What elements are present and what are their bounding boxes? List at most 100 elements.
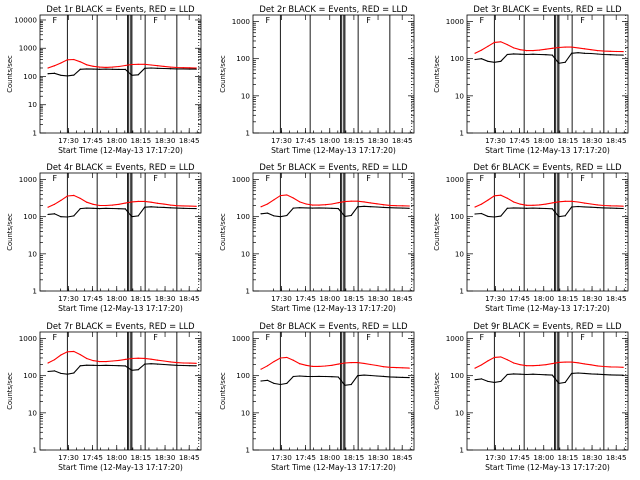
- chart-8-point-events: [292, 375, 294, 378]
- chart-7-point-events: [98, 364, 101, 367]
- chart-6-point-lld: [609, 205, 611, 207]
- chart-6-point-events: [609, 207, 611, 209]
- chart-8-point-events: [273, 382, 275, 385]
- chart-3-ylabel: Counts/sec: [433, 55, 441, 93]
- chart-4-point-events: [47, 213, 49, 216]
- chart-9-point-lld: [474, 367, 476, 369]
- chart-3-point-events: [558, 62, 560, 64]
- chart-8-point-events: [324, 375, 327, 378]
- chart-8-point-events: [357, 375, 359, 377]
- chart-8-point-events: [382, 375, 385, 377]
- chart-4-point-lld: [137, 200, 139, 203]
- chart-6-flag-label: F: [580, 174, 585, 183]
- chart-8-point-lld: [318, 365, 320, 367]
- chart-9-ytick-label: 10: [455, 408, 465, 417]
- chart-8: Det 8r BLACK = Events, RED = LLD Counts/s…: [219, 321, 415, 472]
- chart-4-point-events: [150, 206, 152, 208]
- chart-9-ytick-label: 100: [450, 371, 464, 380]
- chart-4-ytick-label: 10: [28, 249, 38, 258]
- chart-7-point-lld: [176, 362, 178, 364]
- chart-3-point-lld: [500, 41, 502, 43]
- chart-7-ytick-label: 100: [23, 371, 37, 380]
- chart-1-point-lld: [66, 59, 68, 61]
- chart-1-point-events: [53, 72, 56, 74]
- chart-8-title: Det 8r BLACK = Events, RED = LLD: [259, 321, 407, 331]
- chart-7-point-lld: [111, 360, 114, 362]
- chart-9-point-lld: [596, 365, 599, 367]
- chart-3-point-events: [513, 53, 515, 55]
- chart-7-point-events: [105, 364, 107, 366]
- chart-9-point-lld: [577, 362, 579, 364]
- chart-5-point-lld: [376, 203, 378, 205]
- chart-2-xtick-label: 18:15: [344, 136, 365, 145]
- chart-5-point-events: [318, 207, 320, 209]
- chart-8-plot-frame: [252, 331, 415, 451]
- chart-1-point-events: [105, 68, 107, 70]
- chart-9-point-lld: [519, 364, 521, 366]
- chart-4-plot-frame: [39, 172, 202, 292]
- chart-1-point-lld: [92, 65, 94, 67]
- chart-6-point-lld: [519, 203, 521, 205]
- chart-2-ytick-label: 1: [245, 129, 250, 138]
- chart-9-xtick-label: 18:15: [558, 453, 579, 462]
- chart-3-point-events: [571, 52, 573, 54]
- chart-6-point-lld: [571, 200, 573, 202]
- chart-4-point-events: [195, 208, 197, 210]
- chart-9-flag-label: F: [580, 333, 585, 342]
- chart-4-xtick-label: 17:45: [82, 294, 103, 303]
- chart-1-point-lld: [144, 63, 146, 65]
- chart-5-point-lld: [363, 201, 365, 203]
- chart-4-point-events: [111, 207, 114, 210]
- chart-9-point-events: [525, 373, 528, 376]
- chart-4-point-lld: [66, 195, 68, 197]
- chart-1-ytick-label: 100: [23, 72, 37, 81]
- chart-9-point-events: [545, 374, 547, 376]
- chart-8-point-lld: [292, 359, 294, 361]
- chart-5-point-events: [305, 207, 307, 209]
- chart-4-point-lld: [156, 202, 159, 204]
- chart-9-point-events: [500, 380, 502, 383]
- chart-6-point-lld: [538, 204, 541, 206]
- chart-7-xtick-label: 17:30: [58, 453, 79, 462]
- chart-2-ylabel: Counts/sec: [219, 55, 227, 93]
- chart-3-point-events: [487, 60, 489, 62]
- chart-7-point-events: [169, 364, 172, 366]
- chart-9-point-lld: [616, 366, 618, 368]
- chart-3-point-lld: [551, 47, 553, 49]
- chart-7-point-lld: [131, 357, 133, 360]
- chart-3-point-lld: [480, 49, 483, 51]
- chart-9-point-events: [622, 374, 624, 376]
- chart-2-ytick-label: 1000: [232, 17, 251, 26]
- chart-3-flag-label: F: [580, 16, 585, 25]
- chart-4-point-events: [98, 208, 101, 210]
- chart-1-point-events: [73, 74, 75, 76]
- chart-1-point-lld: [111, 66, 114, 68]
- chart-4-xtick-label: 18:45: [179, 294, 200, 303]
- chart-4-series-events: [47, 206, 197, 218]
- chart-1-point-lld: [176, 66, 178, 69]
- chart-4-point-lld: [105, 204, 107, 207]
- chart-8-point-lld: [369, 363, 372, 366]
- chart-9-xtick-label: 18:30: [582, 453, 603, 462]
- chart-3-point-events: [519, 53, 521, 55]
- chart-1-point-lld: [118, 65, 120, 68]
- chart-4-ytick-label: 1: [32, 287, 37, 296]
- chart-6-point-lld: [480, 203, 483, 205]
- chart-5-point-lld: [344, 200, 346, 203]
- chart-7-point-lld: [144, 357, 146, 360]
- chart-1-plot-frame: [39, 14, 202, 134]
- chart-5-point-lld: [389, 204, 391, 206]
- chart-2-xtick-label: 18:45: [392, 136, 413, 145]
- chart-3-point-events: [609, 54, 611, 56]
- chart-8-point-lld: [408, 367, 410, 369]
- chart-6-point-lld: [500, 194, 502, 196]
- chart-4-series-lld: [47, 194, 197, 208]
- chart-8-ytick-label: 100: [236, 371, 250, 380]
- chart-6-point-lld: [622, 205, 624, 207]
- chart-8-xtick-label: 18:00: [319, 453, 340, 462]
- chart-8-point-lld: [376, 364, 378, 367]
- chart-5-xtick-label: 17:30: [271, 294, 292, 303]
- chart-5-point-lld: [357, 200, 359, 202]
- chart-4-ytick-label: 1000: [19, 175, 38, 184]
